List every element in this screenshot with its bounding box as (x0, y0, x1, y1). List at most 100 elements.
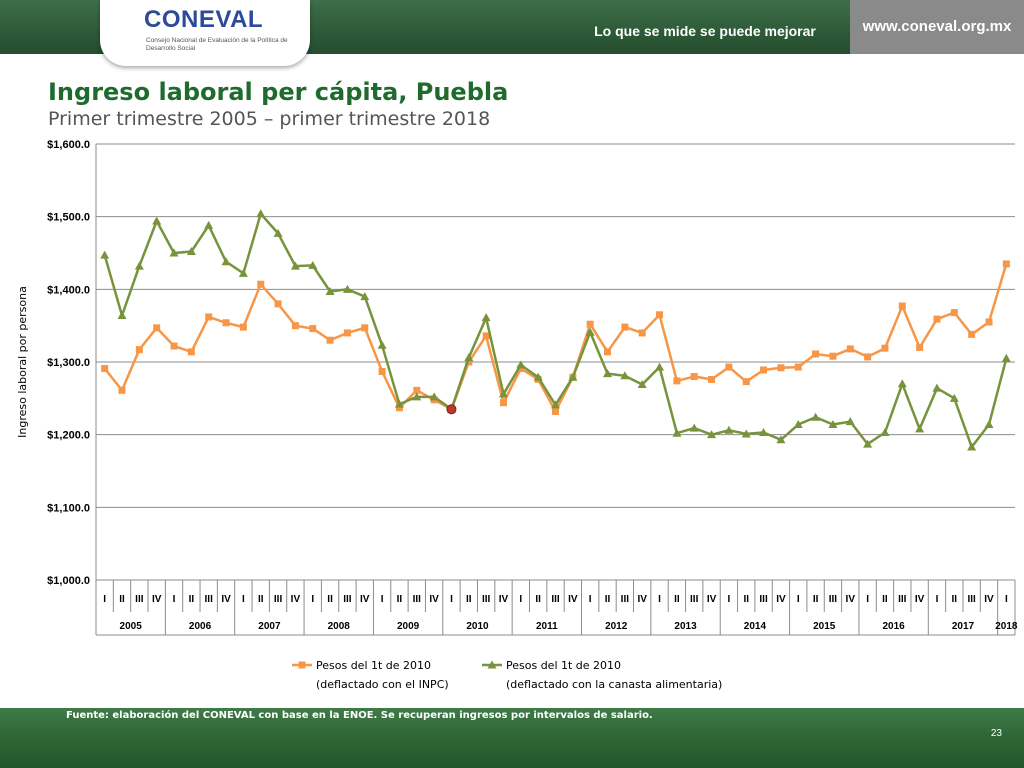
data-point (828, 419, 838, 428)
data-point (897, 379, 907, 388)
year-label: 2010 (466, 621, 489, 632)
x-tick-label: IV (291, 594, 301, 605)
data-point (308, 260, 318, 269)
data-point (256, 209, 266, 218)
data-point (881, 344, 889, 352)
data-point (760, 366, 768, 374)
x-tick-label: IV (499, 594, 509, 605)
data-point (621, 323, 629, 331)
data-point (274, 300, 282, 308)
data-point (499, 399, 507, 407)
highlight-point (446, 404, 457, 415)
axes: $1,000.0 $1,100.0 $1,200.0 $1,300.0 $1,400.0… (16, 139, 1018, 636)
data-point (1001, 353, 1011, 362)
x-tick-label: II (882, 594, 888, 605)
data-point (673, 377, 681, 385)
data-point (187, 348, 195, 356)
data-point (916, 343, 924, 351)
data-point (725, 363, 733, 371)
logo-wordmark: CONEVAL (144, 6, 264, 33)
slogan: Lo que se mide se puede mejorar (594, 23, 816, 39)
x-tick-label: III (898, 594, 907, 605)
legend-marker (298, 661, 306, 669)
data-point (378, 367, 386, 375)
data-point (794, 363, 802, 371)
x-tick-label: I (381, 594, 384, 605)
data-point (100, 250, 110, 259)
year-label: 2014 (744, 621, 767, 632)
data-point (204, 220, 214, 229)
x-tick-label: IV (915, 594, 925, 605)
data-point (949, 393, 959, 402)
data-point (586, 320, 594, 328)
data-point (829, 352, 837, 360)
year-label: 2009 (397, 621, 420, 632)
chart-subtitle: Primer trimestre 2005 – primer trimestre… (48, 108, 491, 130)
legend-marker (487, 660, 497, 669)
year-label: 2013 (674, 621, 697, 632)
data-point (551, 400, 560, 409)
y-tick-label: $1,000.0 (47, 575, 90, 587)
data-point (759, 427, 769, 436)
data-point (533, 372, 543, 381)
data-point (343, 329, 351, 337)
x-tick-label: II (952, 594, 958, 605)
data-point (152, 216, 162, 225)
data-point (864, 353, 872, 361)
year-label: 2012 (605, 621, 628, 632)
data-point (845, 417, 855, 426)
data-point (880, 427, 890, 436)
x-tick-label: II (258, 594, 264, 605)
x-tick-label: I (311, 594, 314, 605)
data-point (846, 345, 854, 353)
data-point (812, 350, 820, 358)
x-tick-label: IV (360, 594, 370, 605)
y-tick-label: $1,300.0 (47, 357, 90, 369)
data-point (707, 430, 717, 439)
year-label: 2007 (258, 621, 281, 632)
data-point (413, 386, 421, 394)
data-point (342, 284, 352, 293)
x-tick-label: IV (637, 594, 647, 605)
x-tick-label: II (327, 594, 333, 605)
x-tick-label: I (103, 594, 106, 605)
website-link[interactable]: www.coneval.org.mx (862, 18, 1012, 35)
x-tick-label: IV (221, 594, 231, 605)
x-tick-label: I (1005, 594, 1008, 605)
data-point (950, 309, 958, 317)
data-point (291, 322, 299, 330)
x-tick-label: II (119, 594, 125, 605)
data-point (101, 365, 109, 373)
data-point (221, 257, 231, 266)
data-point (690, 373, 698, 381)
legend-label-detail: (deflactado con la canasta alimentaria) (506, 678, 722, 691)
x-tick-label: I (589, 594, 592, 605)
data-point (776, 435, 786, 444)
data-point (724, 425, 734, 434)
y-tick-label: $1,100.0 (47, 502, 90, 514)
y-tick-label: $1,600.0 (47, 139, 90, 151)
x-tick-label: I (519, 594, 522, 605)
data-point (932, 383, 942, 392)
logo: CONEVAL Consejo Nacional de Evaluación d… (100, 0, 310, 66)
legend-label-detail: (deflactado con el INPC) (316, 678, 449, 691)
data-point (117, 310, 127, 319)
data-point (793, 419, 803, 428)
footer-bar (0, 708, 1024, 768)
grid-lines (96, 143, 1015, 581)
year-label: 2008 (328, 621, 351, 632)
data-point (933, 315, 941, 323)
data-point (481, 313, 491, 322)
data-point (811, 412, 821, 421)
data-point (656, 311, 664, 319)
y-tick-label: $1,200.0 (47, 430, 90, 442)
data-point (394, 399, 404, 408)
y-tick-label: $1,500.0 (47, 212, 90, 224)
data-point (222, 319, 230, 327)
x-tick-label: IV (984, 594, 994, 605)
data-point (604, 348, 612, 356)
data-point (482, 332, 490, 340)
data-point (568, 372, 578, 381)
x-tick-label: III (551, 594, 560, 605)
logo-subtitle: Consejo Nacional de Evaluación de la Pol… (146, 37, 288, 52)
